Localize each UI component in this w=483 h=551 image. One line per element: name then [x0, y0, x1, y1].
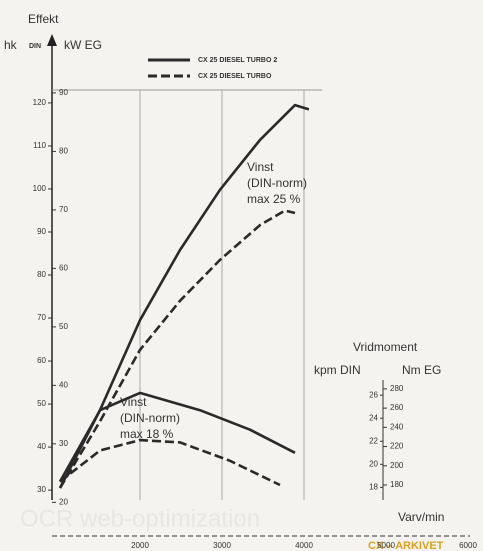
watermark: OCR web-optimization — [20, 505, 260, 532]
y-tick-label: 30 — [37, 485, 46, 494]
legend-label: CX 25 DIESEL TURBO 2 — [198, 57, 277, 64]
x-tick-label: 5000 — [377, 541, 395, 550]
y-tick-label: 90 — [37, 227, 46, 236]
x-tick-label: 6000 — [459, 541, 477, 550]
y2-tick-label: 24 — [369, 413, 378, 422]
y4-tick-label: 220 — [390, 442, 404, 451]
annotation: Vinst — [247, 160, 274, 174]
annotation: (DIN-norm) — [247, 176, 307, 190]
y4-tick-label: 240 — [390, 422, 404, 431]
annotation: (DIN-norm) — [120, 411, 180, 425]
chart-title: Effekt — [28, 12, 59, 26]
series-line — [58, 209, 296, 489]
y-tick-label: 70 — [37, 313, 46, 322]
y-tick-label: 60 — [37, 356, 46, 365]
annotation: Vinst — [120, 395, 147, 409]
x-tick-label: 3000 — [213, 541, 231, 550]
y-tick-label: 100 — [33, 184, 47, 193]
series-line — [58, 103, 310, 489]
y2-axis-title: Vridmoment — [353, 340, 418, 354]
y2-tick-label: 20 — [369, 459, 378, 468]
y3-tick-label: 70 — [59, 205, 68, 214]
y4-tick-label: 280 — [390, 384, 404, 393]
y-tick-label: 40 — [37, 442, 46, 451]
y3-tick-label: 80 — [59, 147, 68, 156]
y-tick-label: 110 — [33, 141, 46, 150]
y2-axis-label: kpm DIN — [314, 363, 361, 377]
y4-tick-label: 180 — [390, 480, 404, 489]
series-line — [58, 391, 296, 483]
y2-tick-label: 22 — [369, 436, 378, 445]
x-tick-label: 2000 — [131, 541, 149, 550]
y2-tick-label: 18 — [369, 482, 378, 491]
y4-tick-label: 200 — [390, 461, 404, 470]
x-axis-label: Varv/min — [398, 510, 444, 524]
y4-axis-label: Nm EG — [402, 363, 441, 377]
y3-axis-label: kW EG — [64, 38, 102, 52]
y-axis-label: hk — [4, 38, 18, 52]
annotation: max 25 % — [247, 192, 301, 206]
y3-tick-label: 40 — [59, 380, 68, 389]
y-axis-norm: DIN — [29, 43, 41, 50]
y3-tick-label: 30 — [59, 439, 68, 448]
series-line — [59, 438, 281, 487]
y4-tick-label: 260 — [390, 403, 404, 412]
y3-tick-label: 20 — [59, 497, 68, 506]
y3-tick-label: 60 — [59, 263, 68, 272]
y2-tick-label: 26 — [369, 390, 378, 399]
annotation: max 18 % — [120, 427, 174, 441]
y3-tick-label: 50 — [59, 322, 68, 331]
legend-label: CX 25 DIESEL TURBO — [198, 73, 272, 80]
x-tick-label: 4000 — [295, 541, 313, 550]
y-tick-label: 120 — [33, 98, 47, 107]
y-tick-label: 50 — [37, 399, 46, 408]
y-tick-label: 80 — [37, 270, 46, 279]
y3-tick-label: 90 — [59, 88, 68, 97]
credit: CX – ARKIVET — [368, 540, 444, 551]
y-axis-arrow — [47, 34, 57, 46]
